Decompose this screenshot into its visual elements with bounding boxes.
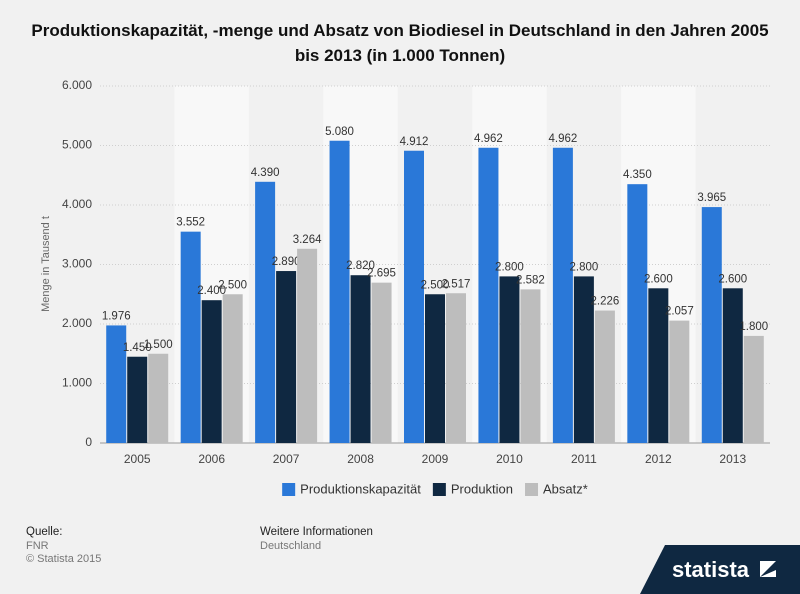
y-axis-label: Menge in Tausend t <box>40 216 52 312</box>
value-label: 1.450 <box>123 342 152 354</box>
legend-swatch <box>432 483 446 496</box>
x-tick-label: 2013 <box>719 452 746 466</box>
x-tick-label: 2010 <box>496 452 523 466</box>
y-tick-label: 1.000 <box>62 376 92 390</box>
value-label: 2.400 <box>197 285 226 297</box>
bar <box>201 300 222 443</box>
bar <box>106 325 127 443</box>
legend-item: Produktionskapazität <box>282 481 421 496</box>
bar <box>297 248 318 443</box>
bar <box>329 140 350 444</box>
x-tick-label: 2008 <box>347 452 374 466</box>
bar <box>222 294 243 443</box>
bar <box>722 288 743 443</box>
x-tick-label: 2009 <box>422 452 449 466</box>
legend-label: Absatz* <box>543 481 588 496</box>
value-label: 4.962 <box>474 133 503 145</box>
y-tick-label: 5.000 <box>62 138 92 152</box>
legend-label: Produktion <box>451 481 513 496</box>
bar <box>499 276 520 443</box>
legend-swatch <box>282 483 296 496</box>
bar <box>425 294 445 443</box>
bar <box>573 276 594 443</box>
bar <box>743 335 764 443</box>
source-heading: Quelle: <box>26 526 62 538</box>
value-label: 2.600 <box>718 273 747 285</box>
source: FNR <box>26 540 49 552</box>
value-label: 1.500 <box>144 339 173 351</box>
value-label: 4.390 <box>251 167 280 179</box>
bar <box>701 207 722 443</box>
bar <box>520 289 541 443</box>
value-label: 1.800 <box>739 321 768 333</box>
legend-item: Produktion <box>432 481 513 496</box>
bar <box>148 353 169 443</box>
y-tick-label: 3.000 <box>62 257 92 271</box>
info: Deutschland <box>260 540 321 552</box>
y-tick-label: 0 <box>85 435 92 449</box>
copyright: © Statista 2015 <box>26 553 101 565</box>
bar <box>255 181 276 444</box>
value-label: 2.800 <box>495 261 524 273</box>
value-label: 4.962 <box>548 133 577 145</box>
bar <box>446 293 466 443</box>
bar <box>180 231 201 443</box>
info-heading: Weitere Informationen <box>260 526 373 538</box>
y-tick-label: 4.000 <box>62 197 92 211</box>
value-label: 3.264 <box>293 234 322 246</box>
x-tick-label: 2005 <box>124 452 151 466</box>
logo-text: statista <box>672 557 750 582</box>
value-label: 2.500 <box>421 279 450 291</box>
value-label: 2.820 <box>346 260 375 272</box>
value-label: 2.890 <box>272 256 301 268</box>
x-tick-label: 2012 <box>645 452 672 466</box>
legend-item: Absatz* <box>525 481 588 496</box>
legend-swatch <box>525 483 539 496</box>
bar <box>627 184 648 444</box>
value-label: 2.582 <box>516 274 545 286</box>
y-tick-label: 2.000 <box>62 316 92 330</box>
bar <box>594 310 615 443</box>
bar <box>478 147 499 444</box>
bar <box>552 147 573 444</box>
bar <box>404 150 424 443</box>
value-label: 2.517 <box>442 278 471 290</box>
x-tick-label: 2006 <box>198 452 225 466</box>
bar <box>127 356 148 443</box>
value-label: 3.965 <box>697 192 726 204</box>
value-label: 3.552 <box>176 217 205 229</box>
value-label: 2.057 <box>665 306 694 318</box>
bar <box>648 288 669 443</box>
value-label: 4.912 <box>400 136 429 148</box>
logo-icon-mark <box>760 561 776 577</box>
bar <box>276 271 297 443</box>
legend-label: Produktionskapazität <box>300 481 421 496</box>
x-tick-label: 2011 <box>571 452 597 466</box>
value-label: 1.976 <box>102 310 131 322</box>
x-tick-label: 2007 <box>273 452 300 466</box>
y-tick-label: 6.000 <box>62 78 92 92</box>
value-label: 2.226 <box>590 296 619 308</box>
bar <box>350 275 371 443</box>
value-label: 2.600 <box>644 273 673 285</box>
bar <box>669 320 690 443</box>
value-label: 4.350 <box>623 169 652 181</box>
value-label: 5.080 <box>325 126 354 138</box>
logo-background <box>640 545 800 594</box>
value-label: 2.695 <box>367 268 396 280</box>
value-label: 2.800 <box>569 261 598 273</box>
value-label: 2.500 <box>218 279 247 291</box>
chart-title: Produktionskapazität, -menge und Absatz … <box>31 21 769 65</box>
bar <box>371 282 392 443</box>
